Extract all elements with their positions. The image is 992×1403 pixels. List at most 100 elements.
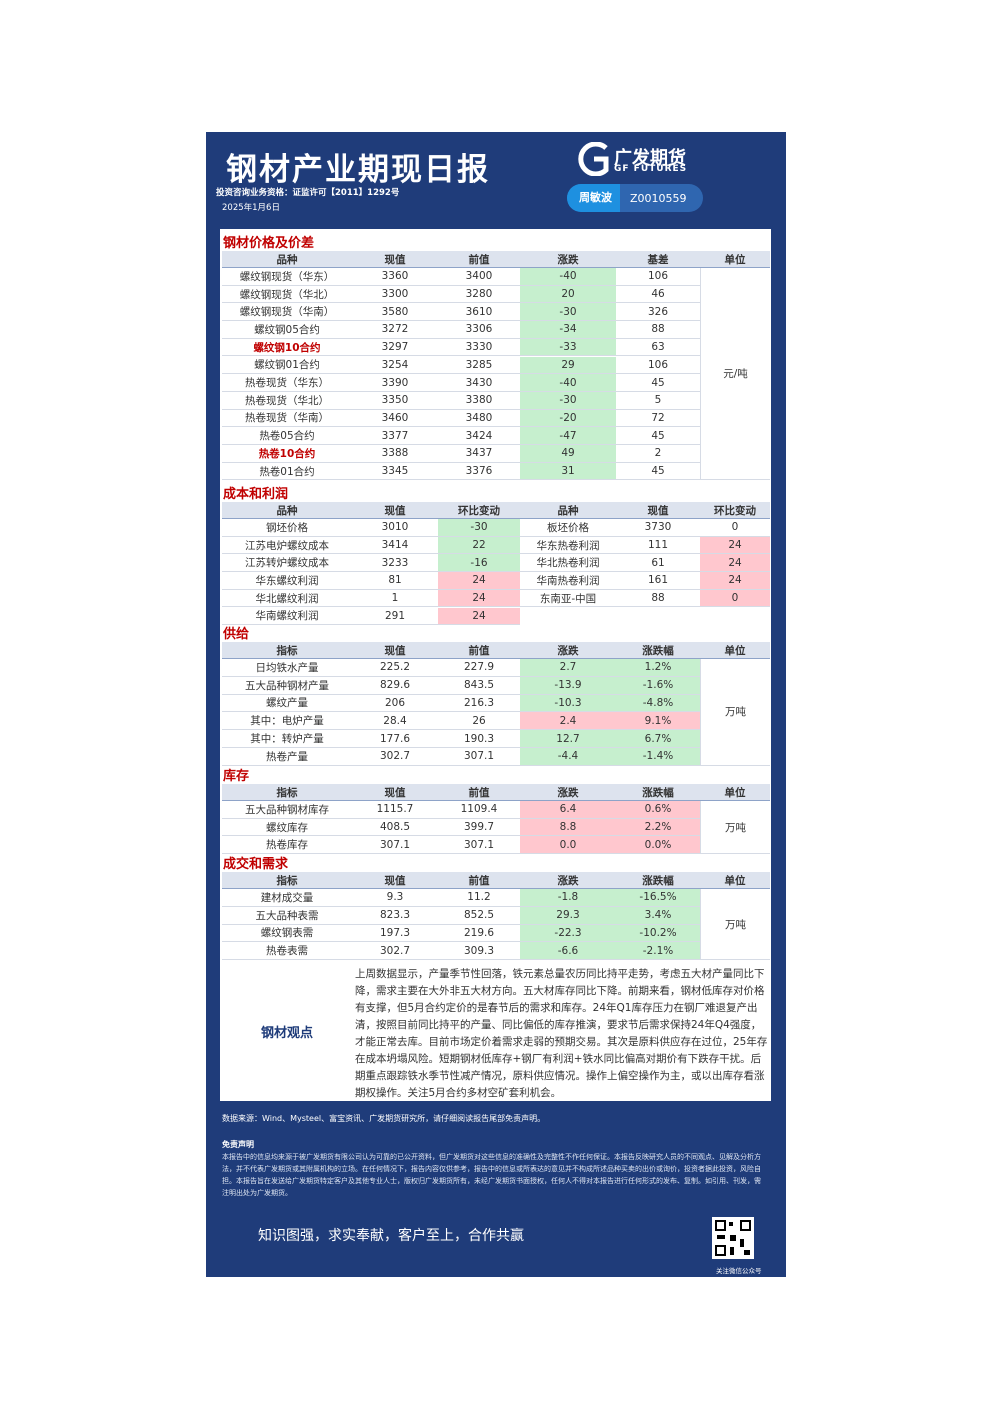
cell: -13.9 <box>520 676 616 695</box>
cell: 热卷现货（华南） <box>222 410 352 428</box>
source: 数据来源：Wind、Mysteel、富宝资讯、广发期货研究所，请仔细阅读报告尾部… <box>222 1114 546 1123</box>
cell: 22 <box>438 536 520 555</box>
cell: 热卷01合约 <box>222 463 352 481</box>
cell: 3610 <box>438 303 520 322</box>
cell: 206 <box>352 695 438 713</box>
cell: 华南螺纹利润 <box>222 608 352 626</box>
cell: 0.0% <box>616 836 700 855</box>
cell: 2.7 <box>520 659 616 677</box>
header-cell: 环比变动 <box>458 505 500 517</box>
cell: -34 <box>520 321 616 339</box>
cell: 热卷产量 <box>222 748 352 766</box>
cell: -2.1% <box>616 942 700 961</box>
cell: -4.4 <box>520 748 616 766</box>
cell: 11.2 <box>438 889 520 907</box>
header-cell: 现值 <box>384 254 406 266</box>
cell: 华东热卷利润 <box>520 537 616 555</box>
cell: 1 <box>352 590 438 608</box>
cell: 3400 <box>438 268 520 286</box>
cell: 6.4 <box>520 801 616 819</box>
cell: 6.7% <box>616 730 700 748</box>
cell: 12.7 <box>520 730 616 748</box>
header-bg <box>222 872 770 889</box>
cell: 建材成交量 <box>222 889 352 907</box>
cell: 华北热卷利润 <box>520 554 616 573</box>
cell: 3330 <box>438 339 520 357</box>
cell: -22.3 <box>520 924 616 943</box>
header-cell: 现值 <box>384 875 406 887</box>
cell: 热卷库存 <box>222 836 352 855</box>
cell: 24 <box>438 589 520 608</box>
cell: 9.3 <box>352 889 438 907</box>
cell: 钢坯价格 <box>222 519 352 537</box>
cell: 热卷现货（华东） <box>222 374 352 392</box>
header-cell: 现值 <box>647 505 669 517</box>
cell: 24 <box>700 572 770 590</box>
qr-code <box>712 1217 754 1259</box>
cell: -40 <box>520 374 616 392</box>
cell: -1.6% <box>616 676 700 695</box>
header-bg <box>222 784 770 801</box>
cell: 829.6 <box>352 677 438 695</box>
header-cell: 现值 <box>384 505 406 517</box>
cell: 3380 <box>438 392 520 410</box>
cell: -16 <box>438 554 520 573</box>
cell: 307.1 <box>438 748 520 766</box>
cell: 3280 <box>438 286 520 304</box>
header-cell: 前值 <box>468 254 490 266</box>
cell: 热卷10合约 <box>222 445 352 463</box>
cell: 29.3 <box>520 906 616 925</box>
cell: 3460 <box>352 410 438 428</box>
cell: 3360 <box>352 268 438 286</box>
disclaimer-title: 免责声明 <box>222 1140 254 1149</box>
cell: 88 <box>616 590 700 608</box>
license: 投资咨询业务资格：证监许可【2011】1292号 <box>216 188 400 198</box>
header-cell: 指标 <box>276 645 298 657</box>
cell: 291 <box>352 608 438 626</box>
section-title: 库存 <box>223 769 250 784</box>
title: 钢材产业期现日报 <box>226 152 490 188</box>
logo-cn: 广发期货 <box>614 148 686 169</box>
cell: 3388 <box>352 445 438 463</box>
cell: -47 <box>520 427 616 445</box>
cell: 9.1% <box>616 712 700 731</box>
cell: 其中：转炉产量 <box>222 730 352 748</box>
disclaimer: 本报告中的信息均来源于被广发期货有限公司认为可靠的已公开资料，但广发期货对这些信… <box>222 1153 761 1197</box>
cell: 190.3 <box>438 730 520 748</box>
section-title: 供给 <box>223 627 250 642</box>
cell: 3345 <box>352 463 438 481</box>
cell: 1109.4 <box>438 801 520 819</box>
unit: 万吨 <box>700 801 770 855</box>
cell: 0 <box>700 519 770 537</box>
header-cell: 品种 <box>276 254 298 266</box>
cell: -16.5% <box>616 889 700 907</box>
cell: -30 <box>520 303 616 322</box>
header-bg <box>222 502 770 519</box>
analyst: 周敏波 <box>567 184 620 212</box>
cell: 五大品种钢材库存 <box>222 801 352 819</box>
header-cell: 涨跌幅 <box>642 787 674 799</box>
cell: 302.7 <box>352 942 438 961</box>
header-cell: 品种 <box>557 505 579 517</box>
cell: -4.8% <box>616 694 700 713</box>
cell: 106 <box>616 268 700 286</box>
cell: 3300 <box>352 286 438 304</box>
analyst-pill: 周敏波 Z0010559 <box>567 184 703 212</box>
cell: 26 <box>438 712 520 731</box>
cell: 3480 <box>438 410 520 428</box>
header-cell: 涨跌幅 <box>642 875 674 887</box>
cell: 307.1 <box>352 836 438 855</box>
cell: 3297 <box>352 339 438 357</box>
cell: 其中：电炉产量 <box>222 712 352 731</box>
cell: 20 <box>520 285 616 304</box>
header-cell: 前值 <box>468 787 490 799</box>
cell: 江苏转炉螺纹成本 <box>222 554 352 573</box>
header-cell: 涨跌 <box>557 254 579 266</box>
cell: 49 <box>520 445 616 463</box>
cell: 81 <box>352 572 438 590</box>
cell: 3285 <box>438 357 520 375</box>
opinion-label: 钢材观点 <box>260 1026 313 1041</box>
analyst-id: Z0010559 <box>630 191 687 205</box>
cell: 8.8 <box>520 818 616 837</box>
cell: 1.2% <box>616 659 700 677</box>
